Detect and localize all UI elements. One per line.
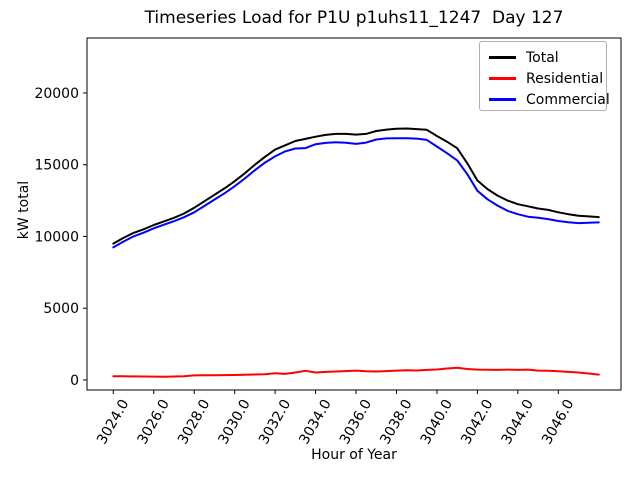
x-tick-label: 3042.0	[458, 397, 496, 447]
x-tick-label: 3034.0	[296, 397, 334, 447]
commercial-line-icon	[489, 98, 516, 101]
x-tick-label: 3044.0	[499, 397, 537, 447]
series-line-residential	[112, 366, 600, 378]
legend-label-residential: Residential	[526, 70, 604, 87]
series-line-total	[112, 127, 600, 245]
total-line-icon	[489, 56, 516, 59]
chart-title: Timeseries Load for P1U p1uhs11_1247 Day…	[144, 8, 564, 28]
x-tick-label: 3026.0	[135, 397, 173, 447]
x-tick-label: 3032.0	[256, 397, 294, 447]
residential-line-icon	[489, 77, 516, 80]
x-tick-label: 3024.0	[94, 397, 132, 447]
y-tick-label: 0	[70, 373, 79, 389]
x-tick-label: 3030.0	[215, 397, 253, 447]
x-axis-label: Hour of Year	[311, 447, 397, 463]
y-tick-label: 5000	[43, 301, 79, 317]
y-tick-label: 10000	[34, 229, 79, 245]
legend-label-commercial: Commercial	[526, 91, 610, 108]
x-tick-label: 3036.0	[337, 397, 375, 447]
legend: Total Residential Commercial	[479, 41, 610, 111]
x-tick-label: 3046.0	[539, 397, 577, 447]
x-tick-label: 3028.0	[175, 397, 213, 447]
y-tick-label: 15000	[34, 158, 79, 174]
y-axis-label: kW total	[16, 180, 32, 240]
legend-item-commercial: Commercial	[489, 89, 610, 110]
legend-item-total: Total	[489, 47, 606, 68]
axes-frame	[86, 37, 622, 391]
x-tick-label: 3040.0	[418, 397, 456, 447]
y-tick-label: 20000	[34, 86, 79, 102]
x-tick-label: 3038.0	[377, 397, 415, 447]
legend-label-total: Total	[526, 49, 559, 66]
legend-item-residential: Residential	[489, 68, 606, 89]
series-line-commercial	[112, 137, 600, 249]
